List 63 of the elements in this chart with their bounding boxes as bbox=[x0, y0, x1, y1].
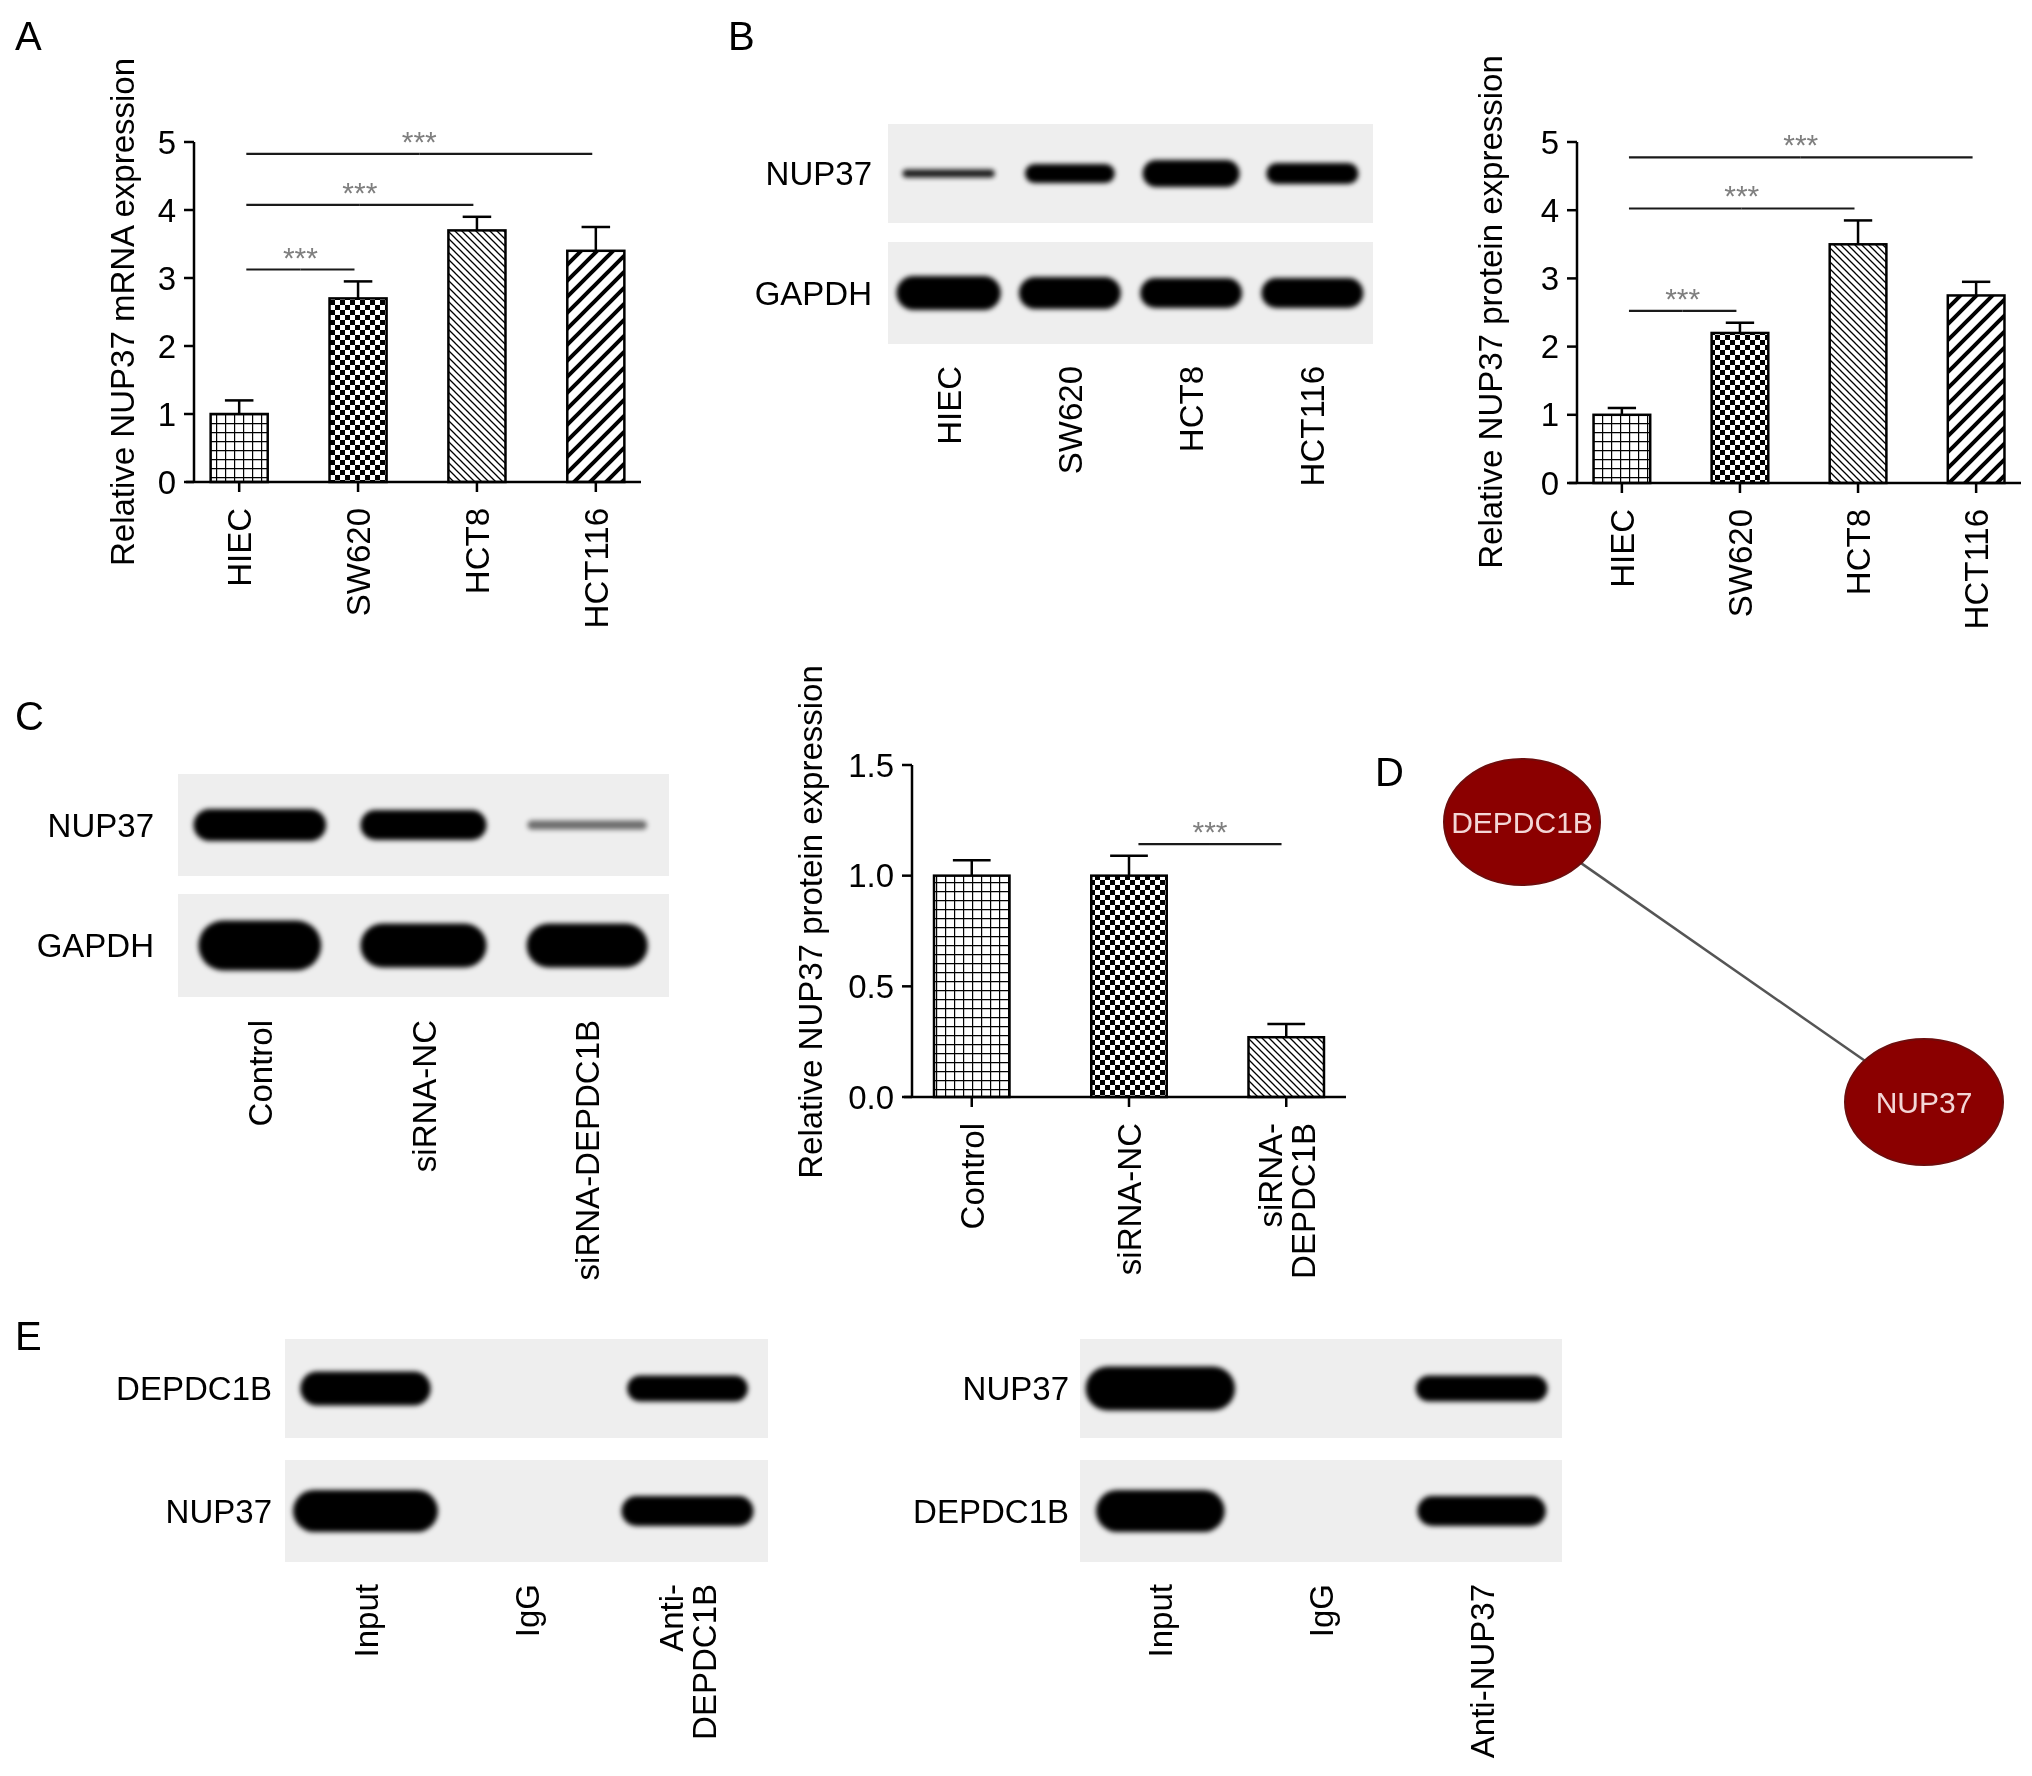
x-tick-label: SW620 bbox=[1721, 509, 1759, 618]
text: DEPDC1B bbox=[1451, 805, 1593, 839]
y-tick-label: 4 bbox=[1540, 191, 1559, 229]
x-tick-label: siRNA-NC bbox=[1110, 1123, 1148, 1276]
text: GAPDH bbox=[754, 274, 872, 312]
category-label: Input bbox=[347, 1584, 384, 1658]
y-tick-label: 0 bbox=[157, 463, 176, 501]
x-tick-label: HCT116 bbox=[577, 508, 615, 629]
x-tick-label: HCT8 bbox=[1839, 509, 1877, 596]
category-label: Input bbox=[1141, 1584, 1179, 1658]
category-label: IgG bbox=[1302, 1584, 1340, 1638]
y-tick-label: 1 bbox=[157, 395, 176, 433]
y-tick-label: 0.0 bbox=[848, 1078, 894, 1116]
text: NUP37 bbox=[962, 1370, 1069, 1407]
annotation: *** bbox=[282, 240, 319, 274]
x-tick-label: HIEC bbox=[1603, 509, 1641, 588]
category-label: HIEC bbox=[930, 366, 968, 445]
text: NUP37 bbox=[47, 806, 154, 844]
text: NUP37 bbox=[165, 1492, 272, 1530]
x-tick-label: SW620 bbox=[339, 508, 377, 617]
text: C bbox=[15, 694, 44, 738]
y-tick-label: 2 bbox=[157, 327, 176, 365]
x-tick-label: HCT116 bbox=[1957, 509, 1995, 630]
annotation: *** bbox=[342, 175, 378, 209]
x-tick-label: HCT8 bbox=[458, 508, 496, 595]
y-tick-label: 4 bbox=[157, 191, 176, 229]
category-label: IgG bbox=[508, 1584, 545, 1638]
y-tick-label: 0 bbox=[1540, 464, 1559, 502]
y-tick-label: 1.5 bbox=[848, 746, 894, 784]
category-label: HCT116 bbox=[1293, 366, 1331, 487]
text: NUP37 bbox=[1875, 1085, 1973, 1119]
text: DEPDC1B bbox=[913, 1492, 1069, 1530]
y-axis-title: Relative NUP37 protein expression bbox=[791, 665, 829, 1179]
y-tick-label: 2 bbox=[1540, 328, 1559, 366]
text: B bbox=[728, 14, 755, 58]
y-axis-title: Relative NUP37 protein expression bbox=[1471, 55, 1509, 569]
y-tick-label: 0.5 bbox=[848, 967, 894, 1005]
category-label: Anti-DEPDC1B bbox=[652, 1584, 723, 1740]
y-tick-label: 3 bbox=[1540, 259, 1559, 297]
text: E bbox=[15, 1314, 42, 1358]
y-tick-label: 3 bbox=[157, 259, 176, 297]
category-label: HCT8 bbox=[1172, 366, 1210, 453]
annotation: *** bbox=[1192, 815, 1228, 849]
y-tick-label: 5 bbox=[1540, 123, 1559, 161]
annotation: *** bbox=[1665, 281, 1701, 315]
chart-title: A bbox=[15, 14, 42, 58]
annotation: *** bbox=[1724, 179, 1760, 213]
category-label: SW620 bbox=[1051, 366, 1089, 475]
category-label: Control bbox=[241, 1020, 279, 1127]
x-tick-label: Control bbox=[953, 1123, 991, 1230]
annotation: *** bbox=[401, 124, 438, 158]
text: D bbox=[1375, 750, 1404, 794]
text: DEPDC1B bbox=[116, 1370, 272, 1407]
y-tick-label: 1.0 bbox=[848, 857, 894, 895]
text: GAPDH bbox=[36, 927, 154, 964]
y-tick-label: 1 bbox=[1540, 396, 1559, 434]
text: NUP37 bbox=[765, 155, 872, 192]
y-tick-label: 5 bbox=[157, 123, 176, 161]
category-label: siRNA-NC bbox=[405, 1020, 442, 1173]
y-axis-title: Relative NUP37 mRNA expression bbox=[103, 57, 141, 567]
annotation: *** bbox=[1783, 128, 1819, 162]
category-label: Anti-NUP37 bbox=[1463, 1584, 1501, 1759]
x-tick-label: HIEC bbox=[220, 508, 258, 587]
